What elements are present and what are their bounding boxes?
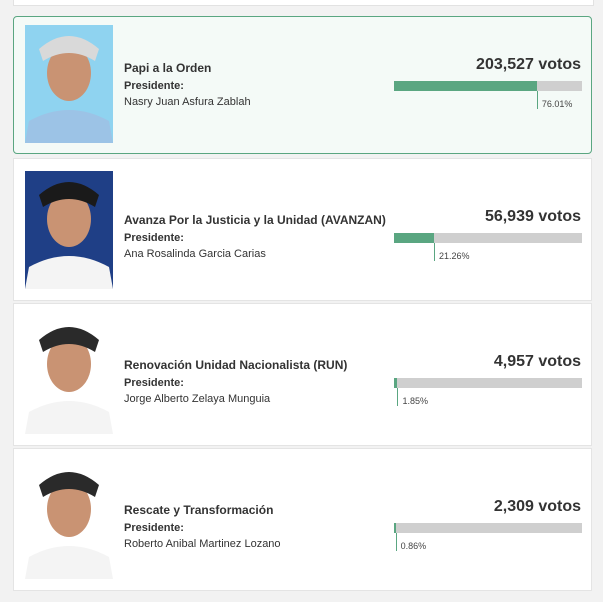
vote-count: 203,527 votos — [476, 56, 581, 73]
candidate-photo — [25, 25, 113, 143]
progress-marker — [433, 243, 435, 261]
candidate-photo — [25, 461, 113, 579]
photo-silhouette — [25, 472, 113, 579]
percent-label: 1.85% — [402, 396, 428, 406]
role-label: Presidente: — [124, 80, 184, 92]
candidate-card: Papi a la Orden Presidente: Nasry Juan Asf… — [13, 16, 592, 154]
progress-fill — [394, 81, 537, 91]
progress-marker — [395, 533, 397, 551]
progress-fill — [394, 378, 398, 388]
candidate-photo — [25, 171, 113, 289]
party-name: Rescate y Transformación — [124, 503, 274, 517]
progress-marker — [397, 388, 399, 406]
photo-silhouette — [25, 36, 113, 143]
progress-marker — [536, 91, 538, 109]
role-label: Presidente: — [124, 377, 184, 389]
progress-track — [394, 81, 582, 91]
vote-count: 2,309 votos — [493, 498, 581, 515]
candidate-photo — [25, 316, 113, 434]
candidate-name: Ana Rosalinda Garcia Carias — [124, 248, 266, 260]
progress-fill — [394, 233, 434, 243]
candidate-card: Avanza Por la Justicia y la Unidad (AVAN… — [13, 158, 592, 301]
progress-track — [394, 233, 582, 243]
progress-track — [394, 378, 582, 388]
progress-fill — [394, 523, 396, 533]
candidate-card: Rescate y Transformación Presidente: Rober… — [13, 448, 592, 591]
percent-label: 76.01% — [541, 99, 573, 109]
percent-label: 0.86% — [400, 541, 427, 551]
vote-count: 4,957 votos — [493, 353, 581, 370]
photo-silhouette — [25, 182, 113, 289]
candidate-name: Nasry Juan Asfura Zablah — [124, 96, 251, 108]
vote-count: 56,939 votos — [484, 208, 581, 225]
previous-card — [13, 0, 594, 6]
party-name: Avanza Por la Justicia y la Unidad (AVAN… — [124, 213, 386, 227]
role-label: Presidente: — [124, 232, 184, 244]
progress-track — [394, 523, 582, 533]
candidate-card: Renovación Unidad Nacionalista (RUN) Pres… — [13, 303, 592, 446]
party-name: Renovación Unidad Nacionalista (RUN) — [124, 358, 348, 372]
candidate-name: Roberto Anibal Martinez Lozano — [124, 538, 281, 550]
candidate-name: Jorge Alberto Zelaya Munguia — [124, 393, 271, 405]
percent-label: 21.26% — [438, 251, 470, 261]
party-name: Papi a la Orden — [124, 61, 212, 75]
role-label: Presidente: — [124, 522, 184, 534]
photo-silhouette — [25, 327, 113, 434]
